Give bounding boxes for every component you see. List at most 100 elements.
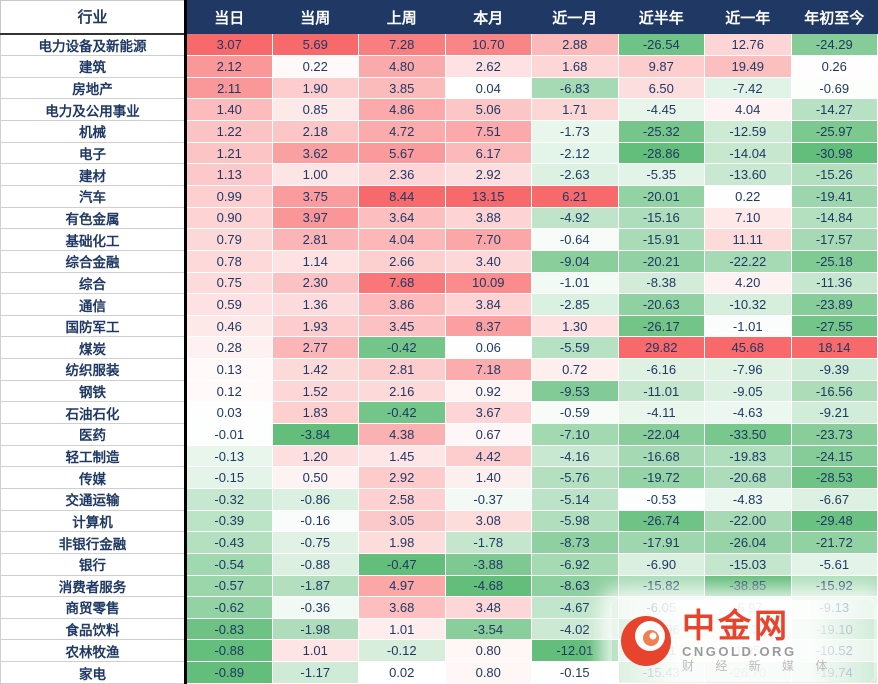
- value-cell: -8.63: [531, 574, 619, 598]
- value-cell: 1.14: [271, 249, 359, 273]
- value-cell: 2.81: [271, 228, 359, 251]
- value-cell: 2.66: [358, 249, 446, 273]
- value-cell: -19.83: [704, 444, 792, 468]
- value-cell: 6.21: [531, 185, 619, 208]
- value-cell: 3.67: [444, 401, 532, 425]
- value-cell: -10.32: [704, 293, 792, 316]
- value-cell: -5.76: [531, 466, 619, 489]
- value-cell: -28.86: [617, 141, 705, 165]
- value-cell: -26.04: [704, 531, 792, 554]
- value-cell: -30.98: [790, 141, 878, 165]
- value-cell: -5.61: [790, 552, 878, 576]
- industry-name: 传媒: [0, 466, 187, 489]
- value-cell: 0.02: [358, 661, 446, 684]
- value-cell: 4.38: [358, 423, 446, 446]
- period-column-header: 近一年: [704, 0, 792, 34]
- value-cell: -5.59: [531, 336, 619, 360]
- table-row: 消费者服务 -0.57 -1.87 4.97 -4.68 -8.63 -15.82 -38.8…: [0, 574, 878, 598]
- value-cell: -0.39: [185, 509, 273, 533]
- value-cell: -22.22: [704, 249, 792, 273]
- value-cell: -25.18: [790, 249, 878, 273]
- value-cell: 3.62: [271, 141, 359, 165]
- value-cell: -7.10: [531, 423, 619, 446]
- value-cell: 4.04: [358, 228, 446, 251]
- table-row: 建材 1.13 1.00 2.36 2.92 -2.63 -5.35 -13.60 -15.26: [0, 163, 878, 186]
- value-cell: 8.37: [444, 314, 532, 338]
- value-cell: 0.26: [790, 55, 878, 78]
- table-row: 纺织服装 0.13 1.42 2.81 7.18 0.72 -6.16 -7.96 -9.39: [0, 358, 878, 381]
- value-cell: 3.05: [358, 509, 446, 533]
- value-cell: 0.46: [185, 314, 273, 338]
- watermark-title: 中金网: [682, 607, 790, 645]
- table-row: 电力设备及新能源 3.07 5.69 7.28 10.70 2.88 -26.54 12.76…: [0, 32, 878, 57]
- value-cell: 3.64: [358, 206, 446, 230]
- value-cell: 3.85: [358, 76, 446, 100]
- value-cell: 3.48: [444, 596, 532, 619]
- value-cell: -27.55: [790, 314, 878, 338]
- value-cell: -15.03: [704, 552, 792, 576]
- industry-name: 建材: [0, 163, 187, 186]
- industry-name: 基础化工: [0, 228, 187, 251]
- value-cell: 1.01: [271, 639, 359, 663]
- value-cell: 4.80: [358, 55, 446, 78]
- value-cell: 3.84: [444, 293, 532, 316]
- value-cell: 3.86: [358, 293, 446, 316]
- value-cell: -0.15: [531, 661, 619, 684]
- value-cell: -0.89: [185, 661, 273, 684]
- value-cell: 3.40: [444, 249, 532, 273]
- value-cell: 7.18: [444, 358, 532, 381]
- value-cell: 0.04: [444, 76, 532, 100]
- value-cell: 3.88: [444, 206, 532, 230]
- industry-name: 食品饮料: [0, 617, 187, 641]
- period-column-header: 近半年: [617, 0, 705, 34]
- value-cell: 1.00: [271, 163, 359, 186]
- value-cell: -20.01: [617, 185, 705, 208]
- value-cell: 19.49: [704, 55, 792, 78]
- value-cell: 7.70: [444, 228, 532, 251]
- value-cell: 1.93: [271, 314, 359, 338]
- value-cell: -0.88: [185, 639, 273, 663]
- industry-name: 计算机: [0, 509, 187, 533]
- value-cell: -26.74: [617, 509, 705, 533]
- watermark-domain: CNGOLD.ORG: [682, 643, 797, 659]
- value-cell: 12.76: [704, 32, 792, 57]
- value-cell: 2.81: [358, 358, 446, 381]
- value-cell: -14.27: [790, 98, 878, 122]
- value-cell: -15.91: [617, 228, 705, 251]
- value-cell: 3.45: [358, 314, 446, 338]
- period-column-header: 本月: [444, 0, 532, 34]
- value-cell: 1.40: [185, 98, 273, 122]
- value-cell: -33.50: [704, 423, 792, 446]
- value-cell: -28.53: [790, 466, 878, 489]
- industry-name: 纺织服装: [0, 358, 187, 381]
- header-row: 行业 当日 当周 上周 本月 近一月 近半年 近一年 年初至今: [0, 0, 878, 35]
- value-cell: 1.13: [185, 163, 273, 186]
- industry-name: 机械: [0, 120, 187, 143]
- value-cell: -17.91: [617, 531, 705, 554]
- value-cell: 0.13: [185, 358, 273, 381]
- industry-name: 银行: [0, 552, 187, 576]
- value-cell: 9.87: [617, 55, 705, 78]
- value-cell: -38.85: [704, 574, 792, 598]
- value-cell: -6.90: [617, 552, 705, 576]
- value-cell: 4.20: [704, 271, 792, 295]
- value-cell: -21.72: [790, 531, 878, 554]
- value-cell: -3.54: [444, 617, 532, 641]
- value-cell: -0.57: [185, 574, 273, 598]
- value-cell: 0.28: [185, 336, 273, 360]
- industry-name: 电子: [0, 141, 187, 165]
- value-cell: 3.75: [271, 185, 359, 208]
- table-header: 行业 当日 当周 上周 本月 近一月 近半年 近一年 年初至今: [0, 0, 878, 35]
- value-cell: 0.85: [271, 98, 359, 122]
- value-cell: 0.03: [185, 401, 273, 425]
- industry-name: 建筑: [0, 55, 187, 78]
- table-row: 建筑 2.12 0.22 4.80 2.62 1.68 9.87 19.49 0.26: [0, 55, 878, 78]
- value-cell: -9.21: [790, 401, 878, 425]
- table-row: 基础化工 0.79 2.81 4.04 7.70 -0.64 -15.91 11.11 -17.…: [0, 228, 878, 251]
- industry-name: 消费者服务: [0, 574, 187, 598]
- value-cell: -1.98: [271, 617, 359, 641]
- value-cell: -1.87: [271, 574, 359, 598]
- value-cell: 6.50: [617, 76, 705, 100]
- value-cell: 0.99: [185, 185, 273, 208]
- value-cell: -24.15: [790, 444, 878, 468]
